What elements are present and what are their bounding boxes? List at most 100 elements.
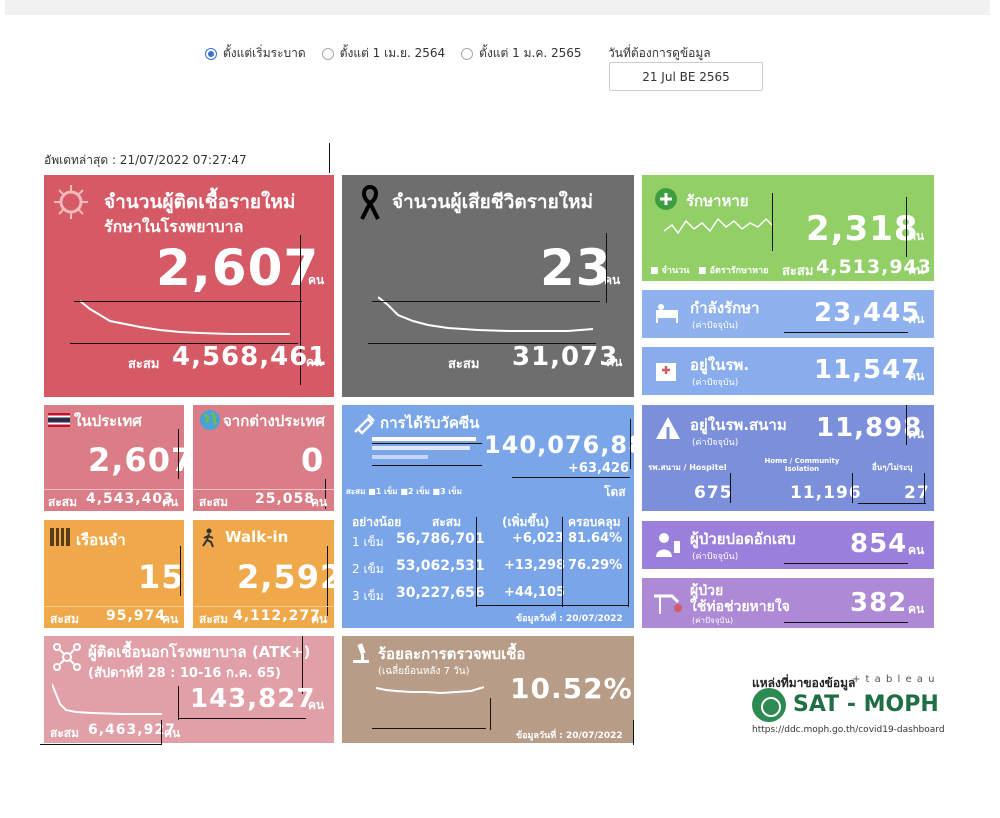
radio-selected-icon — [205, 47, 217, 60]
top-bar — [5, 0, 990, 15]
domestic-value: 2,607 — [88, 441, 184, 479]
vaccine-title: การได้รับวัคซีน — [380, 414, 480, 432]
table-row: 1 เข็ม — [352, 535, 384, 549]
table-row: 3 เข็ม — [352, 589, 384, 603]
field-hospital-title: อยู่ในรพ.สนาม — [690, 416, 787, 434]
source-url[interactable]: https://ddc.moph.go.th/covid19-dashboard — [752, 725, 945, 735]
period-filter: ตั้งแต่เริ่มระบาด ตั้งแต่ 1 เม.ย. 2564 ต… — [205, 44, 598, 63]
new-deaths-title: จำนวนผู้เสียชีวิตรายใหม่ — [392, 191, 594, 213]
thailand-flag-icon — [48, 413, 70, 427]
ribbon-icon — [360, 185, 380, 220]
new-deaths-value: 23 — [540, 239, 612, 297]
radio-since-apr-2564[interactable]: ตั้งแต่ 1 เม.ย. 2564 — [321, 44, 445, 63]
in-hospital-title: อยู่ในรพ. — [690, 356, 750, 374]
recovered-trend — [664, 217, 773, 235]
positivity-value: 10.52% — [510, 672, 633, 705]
new-cases-subtitle: รักษาในโรงพยาบาล — [104, 217, 244, 236]
positivity-title: ร้อยละการตรวจพบเชื้อ — [378, 645, 526, 663]
positivity-trend — [376, 686, 485, 695]
domestic-cum: 4,543,403 — [86, 491, 174, 507]
atk-title: ผู้ติดเชื้อนอกโรงพยาบาล (ATK+) — [88, 643, 311, 661]
atk-value: 143,827 — [190, 684, 316, 714]
microscope-icon — [353, 643, 369, 663]
globe-icon — [200, 410, 220, 430]
pneumonia-value: 854 — [850, 529, 908, 559]
vaccine-delta: +63,426 — [568, 461, 630, 476]
tableau-logo: + t a b l e a u — [852, 674, 936, 685]
recovered-value: 2,318 — [806, 209, 919, 249]
vaccine-total: 140,076,888 — [484, 431, 634, 459]
abroad-card[interactable]: จากต่างประเทศ 0 สะสม 25,058 คน — [193, 405, 334, 511]
field-hospital-card[interactable]: อยู่ในรพ.สนาม (ค่าปัจจุบัน) 11,898 คน รพ… — [642, 405, 934, 511]
walkin-value: 2,592 — [237, 558, 334, 596]
walkin-cum: 4,112,277 — [233, 608, 321, 624]
pneumonia-card[interactable]: ผู้ป่วยปอดอักเสบ (ค่าปัจจุบัน) 854 คน — [642, 521, 934, 569]
abroad-cum: 25,058 — [255, 491, 316, 507]
square-icon: ■ — [432, 487, 441, 496]
cum-label: สะสม — [128, 357, 160, 372]
in-hospital-card[interactable]: อยู่ในรพ. (ค่าปัจจุบัน) 11,547 คน — [642, 347, 934, 395]
walkin-title: Walk-in — [225, 528, 289, 546]
date-label: วันที่ต้องการดูข้อมูล — [608, 46, 711, 60]
home-isolation-value: 11,196 — [790, 483, 862, 503]
positivity-card[interactable]: ร้อยละการตรวจพบเชื้อ (เฉลี่ยย้อนหลัง 7 ว… — [342, 636, 634, 743]
vaccine-legend: สะสม ■1 เข็ม ■2 เข็ม ■3 เข็ม — [346, 487, 462, 496]
vaccine-progress-bars — [372, 437, 476, 459]
date-picker[interactable]: 21 Jul BE 2565 — [609, 62, 763, 91]
patient-icon — [656, 533, 680, 557]
tent-icon — [656, 417, 680, 439]
field-hospital-value: 11,898 — [816, 413, 923, 443]
ventilator-card[interactable]: ผู้ป่วย ใช้ท่อช่วยหายใจ (ค่าปัจจุบัน) 38… — [642, 578, 934, 628]
walkin-card[interactable]: Walk-in 2,592 สะสม 4,112,277 คน — [193, 520, 334, 628]
positivity-data-date: ข้อมูลวันที่ : 20/07/2022 — [516, 731, 623, 741]
moph-logo — [752, 688, 786, 722]
new-cases-trend — [80, 300, 290, 335]
atk-card[interactable]: ผู้ติดเชื้อนอกโรงพยาบาล (ATK+) (สัปดาห์ท… — [44, 636, 334, 743]
prison-title: เรือนจำ — [76, 531, 126, 549]
radio-since-jan-2565[interactable]: ตั้งแต่ 1 ม.ค. 2565 — [461, 44, 582, 63]
source-title: แหล่งที่มาของข้อมูล — [752, 676, 856, 690]
hospital-bed-icon — [656, 304, 678, 323]
atk-week: (สัปดาห์ที่ 28 : 10-16 ก.ค. 65) — [88, 666, 281, 681]
hospital-building-icon — [656, 363, 676, 381]
unit: คน — [308, 273, 325, 287]
recovered-card[interactable]: รักษาหาย 2,318 คน ■ จำนวน ■ อัตรารักษาหา… — [642, 175, 934, 281]
ventilator-icon — [654, 594, 682, 614]
recovered-cum: 4,513,943 — [816, 256, 932, 278]
ventilator-value: 382 — [850, 588, 908, 618]
atk-trend — [52, 683, 162, 715]
vaccine-table: อย่างน้อย สะสม (เพิ่มขึ้น) ครอบคลุม 1 เข… — [342, 405, 634, 628]
new-cases-card[interactable]: จำนวนผู้ติดเชื้อรายใหม่ รักษาในโรงพยาบาล… — [44, 175, 334, 397]
last-updated: อัพเดทล่าสุด : 21/07/2022 07:27:47 — [44, 153, 247, 167]
radio-icon — [321, 47, 334, 60]
treating-card[interactable]: กำลังรักษา (ค่าปัจจุบัน) 23,445 คน — [642, 290, 934, 338]
hospitel-value: 675 — [694, 483, 733, 503]
prison-card[interactable]: เรือนจำ 15 สะสม 95,974 คน — [44, 520, 184, 628]
prison-cum: 95,974 — [106, 608, 167, 624]
prison-value: 15 — [138, 558, 184, 596]
new-cases-value: 2,607 — [156, 239, 320, 297]
vaccine-card[interactable]: การได้รับวัคซีน 140,076,888 +63,426 โดส … — [342, 405, 634, 628]
new-deaths-card[interactable]: จำนวนผู้เสียชีวิตรายใหม่ 23 คน สะสม 31,0… — [342, 175, 634, 397]
new-deaths-trend — [378, 296, 594, 332]
new-deaths-cum: 31,073 — [512, 342, 619, 372]
radio-since-outbreak[interactable]: ตั้งแต่เริ่มระบาด — [205, 44, 306, 63]
recovered-title: รักษาหาย — [686, 192, 749, 210]
square-icon: ■ — [400, 487, 408, 496]
treating-title: กำลังรักษา — [690, 299, 760, 317]
dose-unit: โดส — [604, 485, 626, 499]
ventilator-title-2: ใช้ท่อช่วยหายใจ — [690, 599, 790, 615]
ventilator-title-1: ผู้ป่วย — [690, 583, 724, 599]
sat-moph-brand: SAT - MOPH — [793, 692, 939, 717]
square-icon: ■ — [698, 266, 707, 276]
pneumonia-title: ผู้ป่วยปอดอักเสบ — [690, 530, 796, 548]
walking-person-icon — [202, 528, 214, 548]
abroad-value: 0 — [301, 441, 325, 479]
virus-icon — [54, 185, 88, 219]
in-hospital-value: 11,547 — [814, 355, 921, 385]
abroad-title: จากต่างประเทศ — [223, 412, 325, 430]
legend-rate: ■ อัตรารักษาหาย — [698, 266, 769, 276]
treating-value: 23,445 — [814, 298, 921, 328]
radio-icon — [461, 47, 474, 60]
domestic-card[interactable]: ในประเทศ 2,607 สะสม 4,543,403 คน — [44, 405, 184, 511]
